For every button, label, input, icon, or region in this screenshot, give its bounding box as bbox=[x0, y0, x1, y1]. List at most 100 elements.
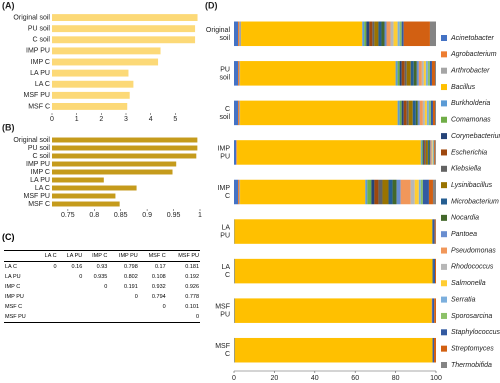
legend-label: Staphylococcus bbox=[451, 329, 500, 336]
legend-label: Thermobifida bbox=[451, 362, 492, 369]
bar-segment bbox=[428, 100, 431, 126]
bar-segment bbox=[241, 21, 363, 47]
legend-label: Sporosarcina bbox=[451, 313, 492, 320]
bar bbox=[52, 185, 137, 191]
table-cell: 0.794 bbox=[151, 294, 166, 300]
bar-segment bbox=[418, 179, 421, 205]
bar bbox=[52, 25, 196, 33]
bar-segment bbox=[431, 61, 435, 86]
column-header: MSF PU bbox=[178, 253, 199, 259]
x-tick-label: 40 bbox=[311, 375, 319, 382]
legend-swatch bbox=[441, 329, 447, 336]
bar-segment bbox=[434, 219, 436, 244]
y-tick-label: Original soil bbox=[206, 27, 231, 42]
bar-segment bbox=[415, 100, 418, 126]
table-cell: 0.926 bbox=[185, 284, 199, 290]
bar-segment bbox=[238, 61, 240, 86]
bar-segment bbox=[435, 140, 436, 165]
legend-label: Bacillus bbox=[451, 84, 476, 91]
bar-segment bbox=[422, 179, 429, 205]
x-tick-label: 0 bbox=[232, 375, 236, 382]
table-row: MSF PU 0 bbox=[4, 312, 200, 323]
legend-swatch bbox=[441, 280, 447, 287]
bar-segment bbox=[238, 100, 240, 126]
legend-swatch bbox=[441, 198, 447, 205]
table-cell: 0.17 bbox=[154, 264, 166, 270]
bar bbox=[52, 91, 130, 99]
bar bbox=[52, 103, 128, 110]
bar-segment bbox=[234, 140, 237, 165]
bar-segment bbox=[433, 337, 436, 363]
legend-label: Microbacterium bbox=[451, 198, 499, 205]
bar-segment bbox=[386, 21, 391, 47]
y-tick-label: LA PU bbox=[218, 224, 230, 239]
bar-segment bbox=[424, 100, 427, 126]
y-tick-label: C soil bbox=[218, 106, 231, 121]
legend-label: Corynebacterium bbox=[451, 133, 500, 140]
x-tick-label: 0.9 bbox=[142, 212, 152, 219]
legend-swatch bbox=[441, 35, 447, 41]
bar-segment bbox=[432, 100, 435, 126]
legend-label: Acinetobacter bbox=[450, 35, 494, 42]
bar-segment bbox=[432, 219, 433, 244]
row-label: LA PU bbox=[5, 274, 21, 280]
bar-segment bbox=[410, 179, 415, 205]
legend-swatch bbox=[441, 345, 447, 352]
bar-segment bbox=[426, 100, 429, 126]
distance-table: LA C LA PU IMP C IMP PU MSF C MSF PU LA C 0 0.1… bbox=[4, 250, 200, 323]
y-tick-label: LA PU bbox=[30, 70, 50, 77]
column-header: LA PU bbox=[66, 253, 83, 259]
legend-swatch bbox=[441, 214, 447, 221]
bar bbox=[52, 145, 198, 151]
bar-segment bbox=[432, 298, 435, 323]
row-label: MSF PU bbox=[5, 314, 26, 320]
bar-segment bbox=[240, 61, 396, 86]
bar bbox=[52, 47, 161, 55]
bar-segment bbox=[425, 61, 428, 86]
bar-segment bbox=[431, 298, 433, 323]
bar bbox=[52, 137, 198, 143]
y-tick-label: Original soil bbox=[13, 137, 50, 144]
table-cell bbox=[139, 312, 167, 323]
legend-swatch bbox=[441, 116, 447, 123]
table-cell bbox=[37, 282, 57, 292]
bar-segment bbox=[412, 100, 416, 126]
bar-segment bbox=[423, 61, 426, 86]
y-tick-label: MSF PU bbox=[24, 193, 50, 200]
table-cell bbox=[37, 272, 57, 282]
bar-segment bbox=[365, 179, 368, 205]
y-tick-label: IMP PU bbox=[26, 48, 50, 55]
bar-segment bbox=[381, 21, 385, 47]
bar-segment bbox=[239, 21, 242, 47]
bar-segment bbox=[234, 337, 433, 363]
bar-segment bbox=[239, 61, 241, 86]
column-header: MSF C bbox=[148, 253, 166, 259]
legend-swatch bbox=[441, 165, 447, 172]
bar-segment bbox=[428, 179, 433, 205]
bar-segment bbox=[417, 100, 420, 126]
x-tick-label: 2 bbox=[99, 116, 103, 123]
bar-segment bbox=[434, 61, 436, 86]
table-row: LA C 0 0.16 0.93 0.798 0.17 0.181 bbox=[4, 262, 200, 273]
legend-label: Streptomyces bbox=[451, 345, 494, 352]
bar-segment bbox=[366, 21, 370, 47]
table-cell: 0.108 bbox=[151, 274, 166, 280]
y-tick-label: MSF C bbox=[28, 201, 50, 208]
bar-segment bbox=[384, 21, 387, 47]
bar-segment bbox=[401, 61, 405, 86]
bar-segment bbox=[419, 100, 423, 126]
table-cell: 0 bbox=[53, 264, 57, 270]
column-header: LA C bbox=[44, 253, 57, 259]
table-cell bbox=[108, 312, 138, 323]
bar-segment bbox=[423, 140, 425, 165]
bar-segment bbox=[429, 140, 431, 165]
y-tick-label: LA C bbox=[35, 185, 50, 192]
bar-segment bbox=[413, 61, 417, 86]
y-tick-label: IMP C bbox=[218, 185, 231, 200]
legend-label: Serratia bbox=[451, 296, 476, 303]
bar bbox=[52, 153, 197, 159]
legend-label: Pseudomonas bbox=[451, 247, 496, 254]
bar-segment bbox=[414, 179, 419, 205]
